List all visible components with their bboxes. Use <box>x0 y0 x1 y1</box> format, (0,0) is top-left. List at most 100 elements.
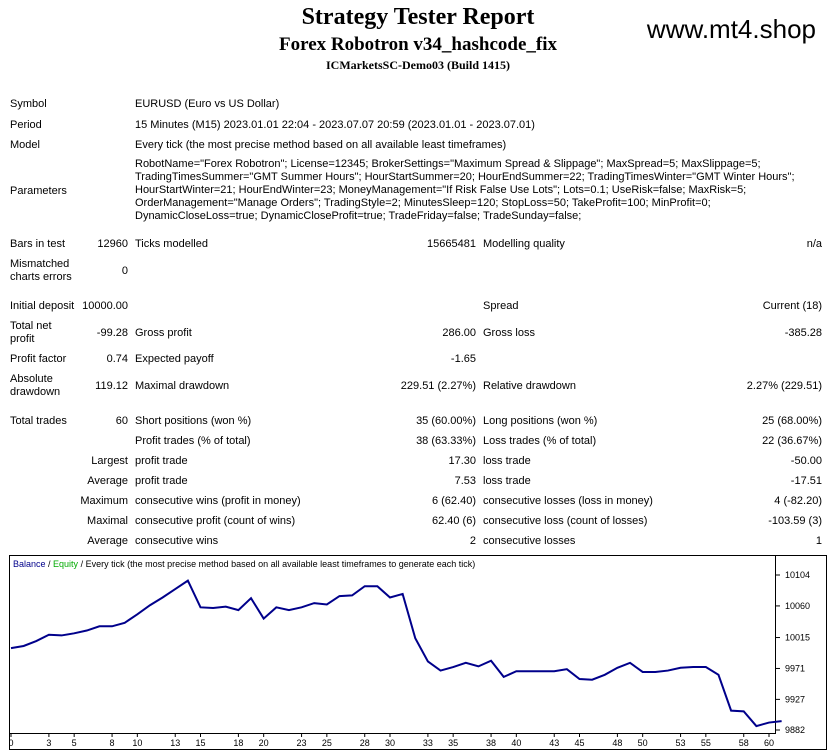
x-tick-label: 28 <box>360 738 370 748</box>
acw-value: 2 <box>469 535 476 547</box>
chart-legend: Balance / Equity / Every tick (the most … <box>13 559 475 569</box>
long-label: Long positions (won %) <box>483 415 598 427</box>
account-build: ICMarketsSC-Demo03 (Build 1415) <box>326 58 510 72</box>
lt-value: 22 (36.67%) <box>762 435 822 447</box>
mcp-label: consecutive profit (count of wins) <box>135 515 296 527</box>
mcw-label: consecutive wins (profit in money) <box>135 495 301 507</box>
x-tick-label: 43 <box>549 738 559 748</box>
grossloss-value: -385.28 <box>784 327 822 339</box>
x-tick-label: 58 <box>739 738 749 748</box>
quality-value: n/a <box>806 238 822 250</box>
maximum-label: Maximum <box>80 495 128 507</box>
y-tick-label: 10060 <box>785 601 810 611</box>
ticks-label: Ticks modelled <box>135 238 208 250</box>
lpt-label: profit trade <box>135 455 188 467</box>
legend-sep: / <box>46 559 54 569</box>
payoff-value: -1.65 <box>450 353 476 365</box>
mismatch-label-1: Mismatched <box>10 258 70 270</box>
pf-value: 0.74 <box>106 353 128 365</box>
reldd-label: Relative drawdown <box>483 380 576 392</box>
x-tick-label: 38 <box>486 738 496 748</box>
site-watermark: www.mt4.shop <box>646 14 816 44</box>
maxdd-label: Maximal drawdown <box>135 380 230 392</box>
trades-value: 60 <box>115 415 128 427</box>
x-tick-label: 53 <box>676 738 686 748</box>
netprofit-label-2: profit <box>10 333 35 345</box>
x-tick-label: 55 <box>701 738 711 748</box>
legend-rest: / Every tick (the most precise method ba… <box>78 559 475 569</box>
x-tick-label: 48 <box>612 738 622 748</box>
netprofit-value: -99.28 <box>96 327 128 339</box>
acw-label: consecutive wins <box>135 535 219 547</box>
mcl-value: 4 (-82.20) <box>774 495 822 507</box>
payoff-label: Expected payoff <box>135 353 214 365</box>
model-value: Every tick (the most precise method base… <box>135 139 507 151</box>
x-tick-label: 40 <box>511 738 521 748</box>
short-value: 35 (60.00%) <box>416 415 476 427</box>
x-tick-label: 8 <box>110 738 115 748</box>
mcp-value: 62.40 (6) <box>431 515 476 527</box>
grossloss-label: Gross loss <box>483 327 535 339</box>
plot-area <box>9 555 776 734</box>
symbol-label: Symbol <box>10 98 47 110</box>
x-tick-label: 15 <box>195 738 205 748</box>
y-tick-label: 10015 <box>785 633 810 643</box>
report-title: Strategy Tester Report <box>301 4 535 30</box>
balance-series-line <box>10 579 782 728</box>
symbol-value: EURUSD (Euro vs US Dollar) <box>135 98 280 110</box>
average-label: Average <box>87 475 128 487</box>
x-tick-label: 25 <box>322 738 332 748</box>
mclc-label: consecutive loss (count of losses) <box>483 515 648 527</box>
x-tick-label: 3 <box>46 738 51 748</box>
bars-value: 12960 <box>97 238 128 250</box>
acl-value: 1 <box>815 535 822 547</box>
absdd-label-2: drawdown <box>10 386 61 398</box>
model-label: Model <box>10 139 40 151</box>
ea-name: Forex Robotron v34_hashcode_fix <box>279 34 557 55</box>
y-tick-label: 9971 <box>785 663 805 673</box>
grossprofit-label: Gross profit <box>135 327 192 339</box>
mcw-value: 6 (62.40) <box>431 495 476 507</box>
deposit-label: Initial deposit <box>10 300 75 312</box>
pt-label: Profit trades (% of total) <box>135 435 251 447</box>
x-tick-label: 20 <box>259 738 269 748</box>
y-tick-label: 10104 <box>785 570 810 580</box>
period-value: 15 Minutes (M15) 2023.01.01 22:04 - 2023… <box>135 119 535 131</box>
x-tick-label: 30 <box>385 738 395 748</box>
mclc-value: -103.59 (3) <box>768 515 822 527</box>
x-tick-label: 5 <box>72 738 77 748</box>
legend-equity: Equity <box>53 559 79 569</box>
balance-chart: Balance / Equity / Every tick (the most … <box>9 555 827 750</box>
x-tick-label: 60 <box>764 738 774 748</box>
alt-label: loss trade <box>483 475 531 487</box>
acl-label: consecutive losses <box>483 535 576 547</box>
x-tick-label: 13 <box>170 738 180 748</box>
grossprofit-value: 286.00 <box>442 327 476 339</box>
x-tick-label: 50 <box>638 738 648 748</box>
long-value: 25 (68.00%) <box>762 415 822 427</box>
x-tick-label: 10 <box>132 738 142 748</box>
absdd-value: 119.12 <box>95 380 128 392</box>
netprofit-label-1: Total net <box>10 320 52 332</box>
params-value: RobotName="Forex Robotron"; License=1234… <box>135 158 795 222</box>
spread-label: Spread <box>483 300 519 312</box>
llt-label: loss trade <box>483 455 531 467</box>
x-tick-label: 0 <box>9 738 14 748</box>
lpt-value: 17.30 <box>448 455 476 467</box>
x-tick-label: 18 <box>233 738 243 748</box>
alt-value: -17.51 <box>790 475 822 487</box>
llt-value: -50.00 <box>790 455 822 467</box>
apt-value: 7.53 <box>454 475 476 487</box>
y-tick-label: 9882 <box>785 725 805 735</box>
apt-label: profit trade <box>135 475 188 487</box>
ticks-value: 15665481 <box>427 238 476 250</box>
mcl-label: consecutive losses (loss in money) <box>483 495 653 507</box>
quality-label: Modelling quality <box>483 238 565 250</box>
maxdd-value: 229.51 (2.27%) <box>400 380 476 392</box>
spread-value: Current (18) <box>762 300 822 312</box>
x-tick-label: 45 <box>574 738 584 748</box>
legend-balance: Balance <box>13 559 46 569</box>
y-tick-label: 9927 <box>785 694 805 704</box>
pf-label: Profit factor <box>10 353 67 365</box>
x-tick-label: 35 <box>448 738 458 748</box>
